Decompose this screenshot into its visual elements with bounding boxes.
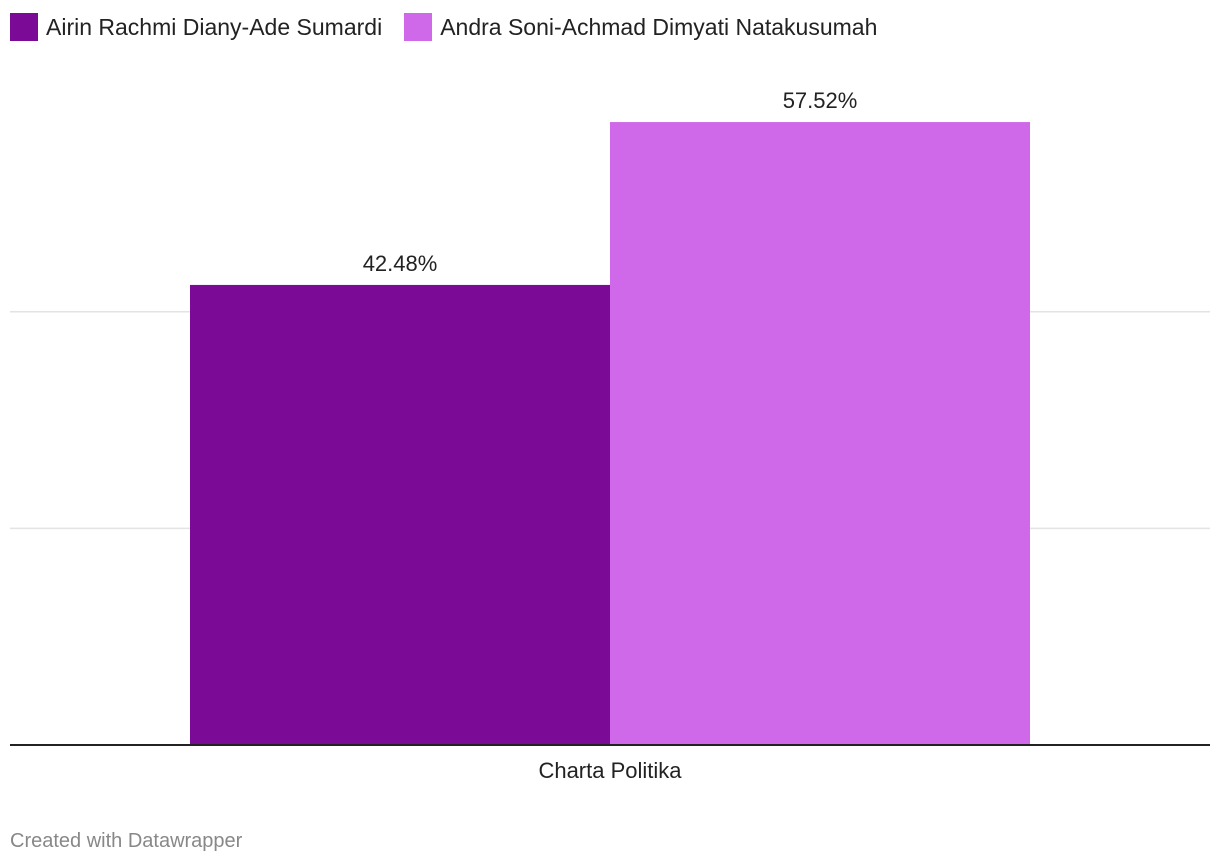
chart-legend: Airin Rachmi Diany-Ade Sumardi Andra Son… xyxy=(10,12,899,42)
data-label-andra: 57.52% xyxy=(783,88,858,113)
data-label-airin: 42.48% xyxy=(363,251,438,276)
credit-text: Created with Datawrapper xyxy=(10,830,243,852)
legend-item-andra: Andra Soni-Achmad Dimyati Natakusumah xyxy=(404,13,877,41)
legend-label-andra: Andra Soni-Achmad Dimyati Natakusumah xyxy=(440,13,878,40)
legend-label-airin: Airin Rachmi Diany-Ade Sumardi xyxy=(46,13,383,40)
bar-andra xyxy=(610,122,1030,745)
legend-swatch-andra xyxy=(404,13,433,41)
legend-item-airin: Airin Rachmi Diany-Ade Sumardi xyxy=(10,13,382,41)
x-tick-label: Charta Politika xyxy=(538,758,682,783)
bar-airin xyxy=(190,284,610,745)
legend-swatch-airin xyxy=(10,13,38,41)
bar-chart: 42.48% 57.52% Charta Politika xyxy=(10,88,1210,783)
